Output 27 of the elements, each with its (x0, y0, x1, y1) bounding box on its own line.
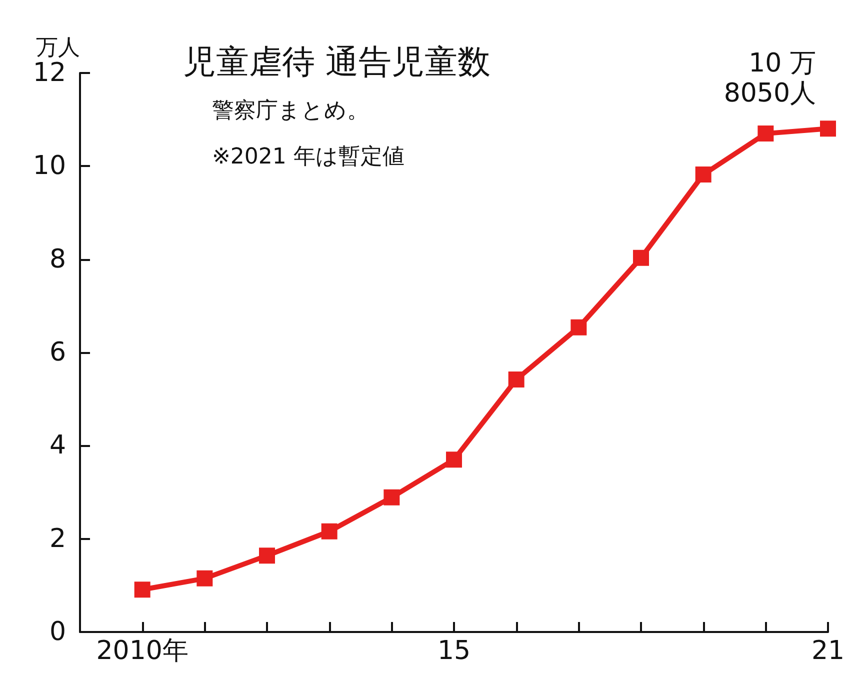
annotation: 警察庁まとめ。 (212, 98, 369, 124)
y-tick-label: 0 (49, 617, 66, 647)
x-tick-label: 15 (437, 636, 471, 666)
y-tick-label: 4 (49, 430, 66, 461)
chart-title: 児童虐待 通告児童数 (183, 42, 490, 81)
point (446, 452, 462, 468)
point (384, 489, 400, 506)
point (508, 372, 524, 388)
point (633, 250, 649, 266)
point (196, 570, 213, 586)
point (570, 319, 587, 336)
y-tick-label: 12 (32, 58, 66, 88)
x-tick-label: 21 (811, 636, 845, 666)
point (758, 126, 774, 142)
point (321, 523, 338, 540)
y-tick-label: 10 (32, 151, 66, 182)
annotation: 10 万 8050人 (724, 48, 816, 109)
y-tick-label: 6 (49, 338, 66, 368)
y-tick-label: 2 (49, 524, 66, 554)
y-tick-label: 8 (49, 244, 66, 274)
point (134, 582, 150, 598)
point (695, 166, 712, 183)
y-axis-title: 万人 (36, 36, 80, 60)
point (820, 120, 836, 137)
annotation: ※2021 年は暫定値 (212, 144, 404, 170)
x-tick-label: 2010年 (96, 636, 188, 666)
point (259, 548, 275, 564)
